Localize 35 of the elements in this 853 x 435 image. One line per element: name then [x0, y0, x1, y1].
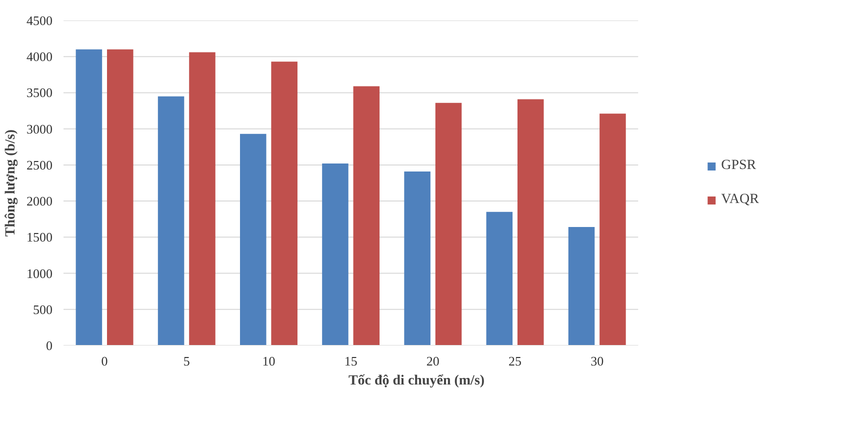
- y-tick-label: 2500: [26, 157, 52, 172]
- x-tick-label: 0: [101, 354, 108, 368]
- bar: [353, 86, 380, 346]
- bar: [189, 52, 216, 346]
- legend-label: VAQR: [721, 192, 759, 208]
- x-tick-label: 20: [426, 354, 440, 368]
- bar: [600, 114, 626, 346]
- x-tick-label: 25: [508, 354, 522, 368]
- y-tick-label: 2000: [26, 194, 52, 209]
- bar: [486, 212, 513, 346]
- y-tick-label: 500: [33, 302, 52, 317]
- bar: [435, 102, 462, 346]
- y-tick-label: 0: [46, 338, 52, 353]
- x-tick-label: 5: [183, 354, 190, 368]
- bar: [76, 49, 102, 346]
- y-tick-label: 4000: [26, 49, 52, 64]
- y-axis-title: Thông lượng (b/s): [4, 129, 18, 237]
- bar: [271, 62, 298, 346]
- bar: [322, 164, 348, 346]
- bar: [107, 49, 134, 346]
- y-tick-label: 1000: [26, 266, 52, 281]
- bar: [568, 227, 595, 346]
- legend-label: GPSR: [721, 158, 756, 174]
- x-axis-title: Tốc độ di chuyển (m/s): [348, 374, 485, 388]
- x-tick-label: 15: [344, 354, 358, 368]
- y-tick-label: 3000: [26, 121, 52, 136]
- bar: [158, 96, 184, 346]
- bar: [404, 171, 430, 346]
- x-tick-label: 30: [590, 354, 604, 368]
- y-tick-label: 3500: [26, 85, 52, 100]
- bar: [517, 99, 544, 346]
- y-tick-label: 1500: [26, 230, 52, 245]
- y-tick-label: 4500: [26, 13, 52, 28]
- x-tick-label: 10: [262, 354, 276, 368]
- bar: [240, 134, 266, 346]
